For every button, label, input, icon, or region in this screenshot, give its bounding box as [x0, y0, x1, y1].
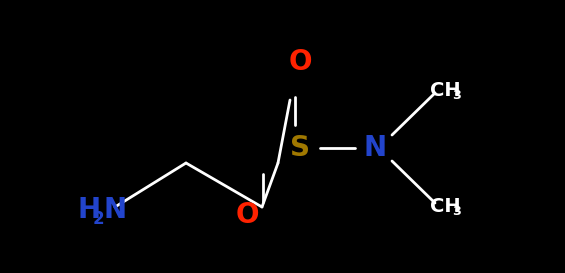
- Text: O: O: [288, 48, 312, 76]
- Text: O: O: [235, 201, 259, 229]
- Text: 3: 3: [451, 205, 460, 218]
- Text: H: H: [78, 196, 101, 224]
- Text: N: N: [103, 196, 126, 224]
- Text: 3: 3: [451, 89, 460, 102]
- Text: CH: CH: [430, 197, 460, 215]
- Text: N: N: [363, 134, 386, 162]
- Text: 2: 2: [93, 210, 105, 228]
- Text: S: S: [290, 134, 310, 162]
- Text: CH: CH: [430, 81, 460, 99]
